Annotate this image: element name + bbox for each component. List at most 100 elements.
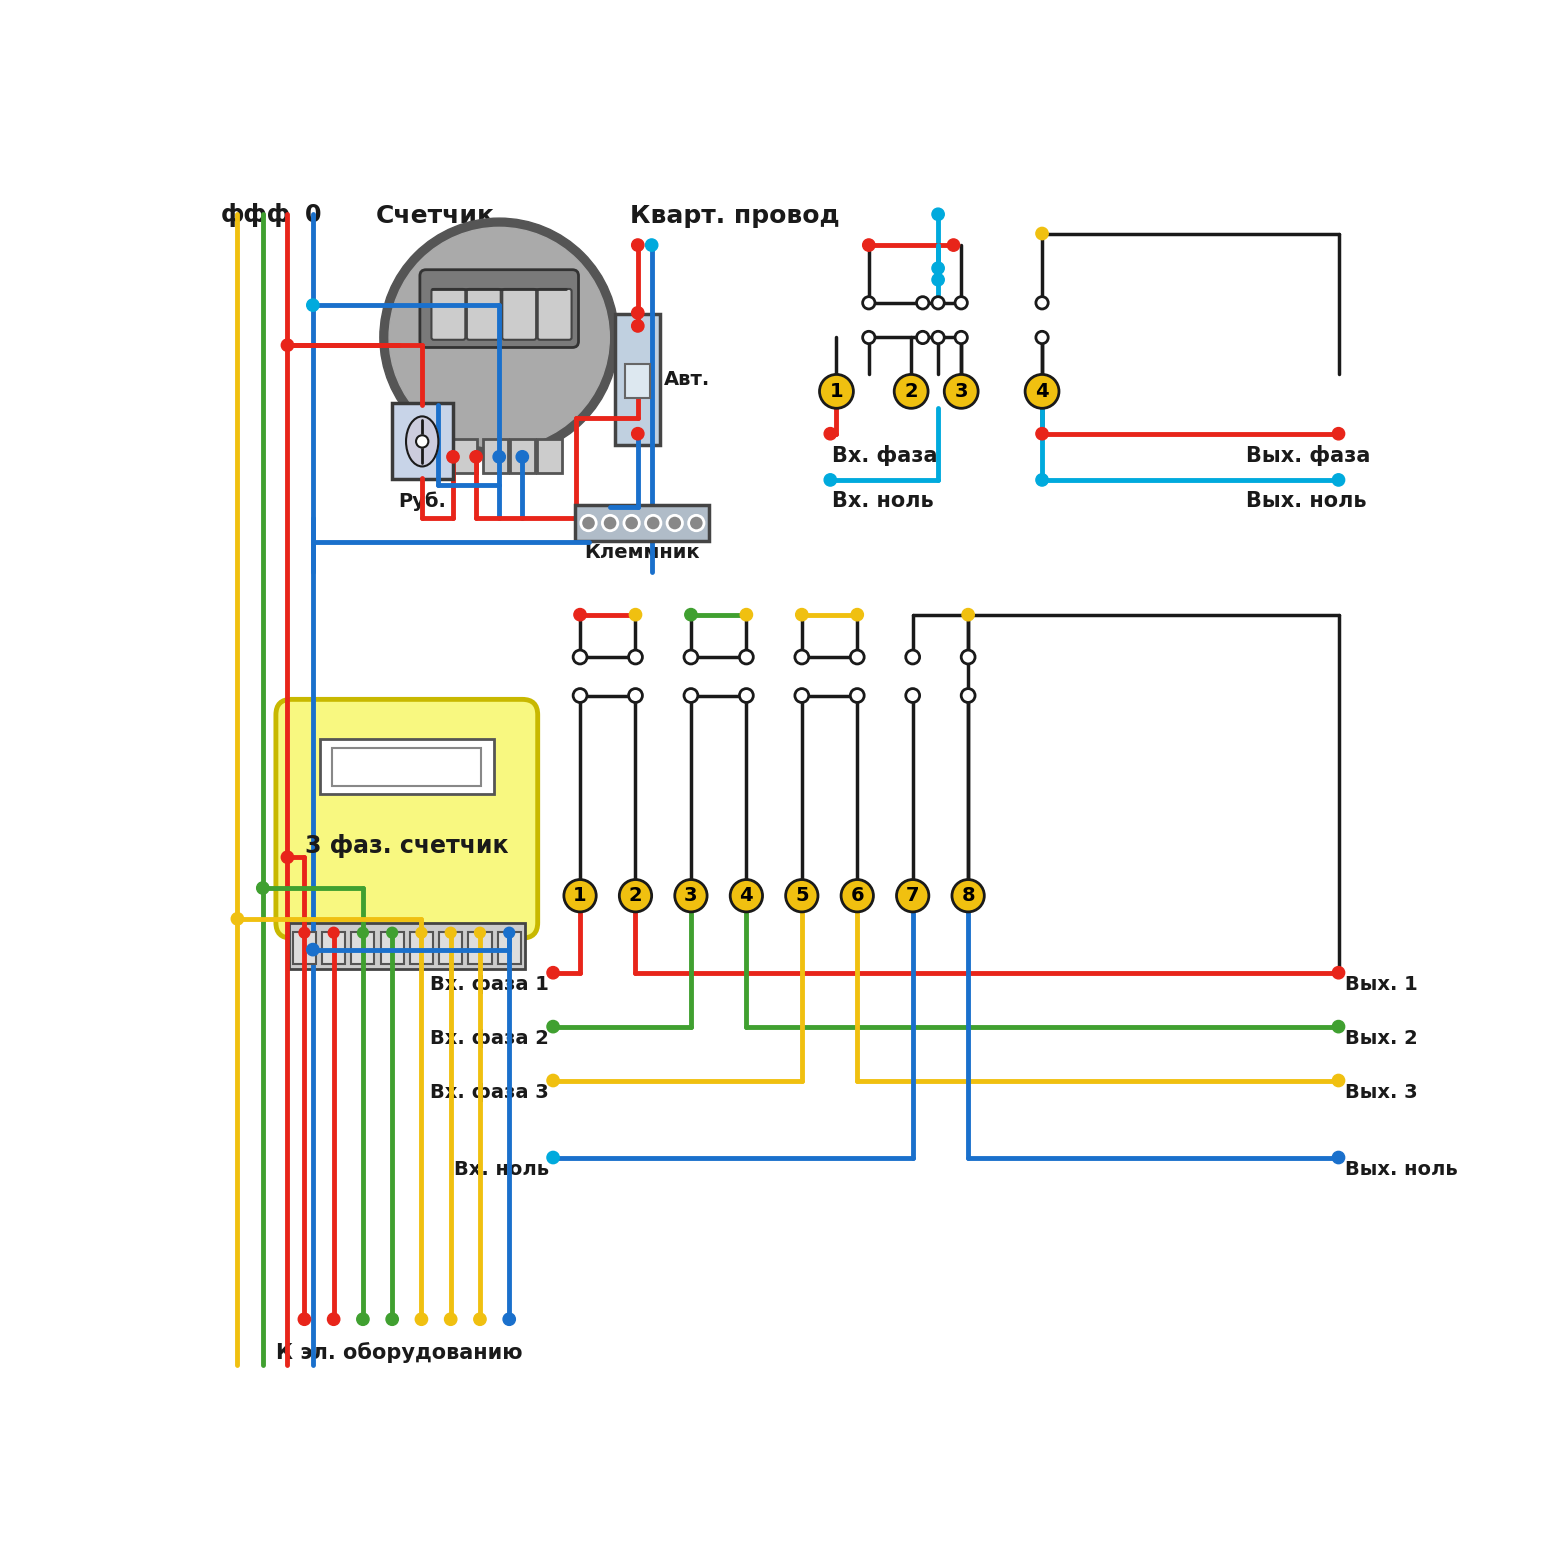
Text: 1: 1: [830, 382, 844, 401]
Circle shape: [688, 515, 704, 531]
Circle shape: [385, 1313, 398, 1325]
Circle shape: [281, 851, 293, 863]
Circle shape: [683, 688, 697, 702]
FancyBboxPatch shape: [468, 932, 491, 965]
Circle shape: [850, 688, 864, 702]
Circle shape: [963, 609, 975, 621]
Circle shape: [548, 1152, 558, 1163]
Circle shape: [952, 879, 984, 912]
Circle shape: [1332, 1021, 1345, 1033]
Circle shape: [961, 688, 975, 702]
Circle shape: [602, 515, 618, 531]
FancyBboxPatch shape: [381, 932, 404, 965]
Circle shape: [548, 1074, 558, 1086]
Circle shape: [931, 331, 944, 343]
Text: 2: 2: [905, 382, 917, 401]
Circle shape: [1036, 297, 1048, 309]
FancyBboxPatch shape: [616, 314, 660, 445]
Circle shape: [906, 649, 919, 663]
Circle shape: [931, 262, 944, 275]
Circle shape: [955, 297, 967, 309]
FancyBboxPatch shape: [332, 748, 482, 785]
Circle shape: [379, 219, 619, 457]
Circle shape: [574, 609, 587, 621]
Circle shape: [502, 1313, 515, 1325]
Circle shape: [415, 1313, 427, 1325]
Circle shape: [906, 688, 919, 702]
Text: 0: 0: [304, 203, 321, 226]
Text: Вых. 2: Вых. 2: [1345, 1029, 1418, 1047]
Circle shape: [474, 1313, 487, 1325]
FancyBboxPatch shape: [440, 932, 462, 965]
FancyBboxPatch shape: [426, 439, 449, 473]
Circle shape: [470, 451, 482, 464]
Circle shape: [328, 1313, 340, 1325]
FancyBboxPatch shape: [320, 740, 495, 795]
Circle shape: [961, 649, 975, 663]
FancyBboxPatch shape: [537, 439, 562, 473]
FancyBboxPatch shape: [574, 506, 708, 540]
Circle shape: [629, 649, 643, 663]
Circle shape: [931, 297, 944, 309]
Text: 6: 6: [850, 887, 864, 905]
Circle shape: [417, 436, 429, 448]
FancyBboxPatch shape: [510, 439, 535, 473]
Circle shape: [944, 375, 978, 409]
Circle shape: [1025, 375, 1059, 409]
Circle shape: [1036, 228, 1048, 240]
Circle shape: [931, 273, 944, 286]
Circle shape: [947, 239, 959, 251]
Text: Авт.: Авт.: [665, 370, 710, 389]
Text: Вых. ноль: Вых. ноль: [1246, 492, 1367, 512]
Circle shape: [307, 943, 320, 955]
Text: К эл. оборудованию: К эл. оборудованию: [276, 1342, 523, 1363]
Circle shape: [632, 239, 644, 251]
Circle shape: [516, 451, 529, 464]
Circle shape: [852, 609, 863, 621]
Circle shape: [675, 879, 707, 912]
Circle shape: [683, 649, 697, 663]
FancyBboxPatch shape: [420, 270, 579, 348]
Circle shape: [388, 228, 610, 448]
Circle shape: [328, 927, 339, 938]
FancyBboxPatch shape: [392, 403, 452, 479]
Circle shape: [863, 331, 875, 343]
Text: Руб.: Руб.: [398, 492, 446, 510]
Circle shape: [632, 320, 644, 332]
Circle shape: [445, 927, 456, 938]
Circle shape: [387, 927, 398, 938]
Circle shape: [417, 927, 427, 938]
Circle shape: [573, 688, 587, 702]
Circle shape: [850, 649, 864, 663]
Text: 5: 5: [796, 887, 808, 905]
Circle shape: [796, 688, 808, 702]
FancyBboxPatch shape: [484, 439, 507, 473]
Circle shape: [786, 879, 817, 912]
Circle shape: [493, 451, 505, 464]
Text: 4: 4: [1036, 382, 1048, 401]
Circle shape: [619, 879, 652, 912]
Circle shape: [1332, 1074, 1345, 1086]
Circle shape: [646, 515, 661, 531]
Text: Вх. фаза 1: Вх. фаза 1: [431, 974, 549, 994]
FancyBboxPatch shape: [289, 924, 524, 969]
Circle shape: [863, 297, 875, 309]
Circle shape: [894, 375, 928, 409]
Circle shape: [796, 609, 808, 621]
Circle shape: [824, 428, 836, 440]
FancyBboxPatch shape: [538, 289, 571, 340]
Circle shape: [824, 473, 836, 485]
Circle shape: [646, 239, 658, 251]
Circle shape: [931, 208, 944, 220]
Circle shape: [955, 331, 967, 343]
Circle shape: [739, 649, 753, 663]
Circle shape: [281, 339, 293, 351]
Circle shape: [897, 879, 928, 912]
Text: 2: 2: [629, 887, 643, 905]
Circle shape: [573, 649, 587, 663]
Text: ффф: ффф: [220, 203, 290, 226]
Circle shape: [685, 609, 697, 621]
FancyBboxPatch shape: [466, 289, 501, 340]
Circle shape: [300, 927, 310, 938]
Text: Вых. 3: Вых. 3: [1345, 1083, 1418, 1102]
